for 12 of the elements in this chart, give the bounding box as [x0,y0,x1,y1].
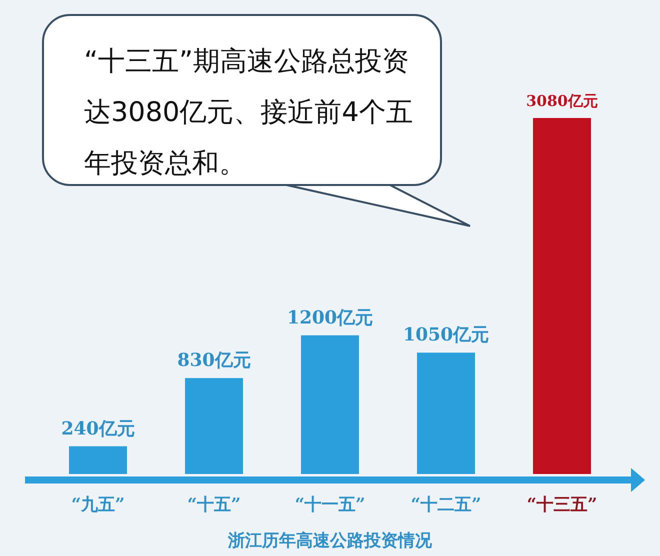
x-tick-label: “九五” [71,495,125,515]
x-tick-label: “十三五” [526,495,598,515]
data-label: 1200亿元 [286,307,374,328]
data-label: 3080亿元 [526,92,598,110]
x-tick-label: “十二五” [410,495,482,515]
data-label: 240亿元 [61,418,135,440]
text: 浙江历年高速公路投资情况 [227,531,433,551]
data-label: 830亿元 [177,350,251,372]
x-tick-label: “十一五” [294,495,366,515]
x-tick-label: “十五” [187,495,241,515]
annotation: “十三五”期高速公路总投资达3080亿元、接近前4个五年投资总和。 [42,14,442,186]
data-label: 1050亿元 [402,324,490,346]
